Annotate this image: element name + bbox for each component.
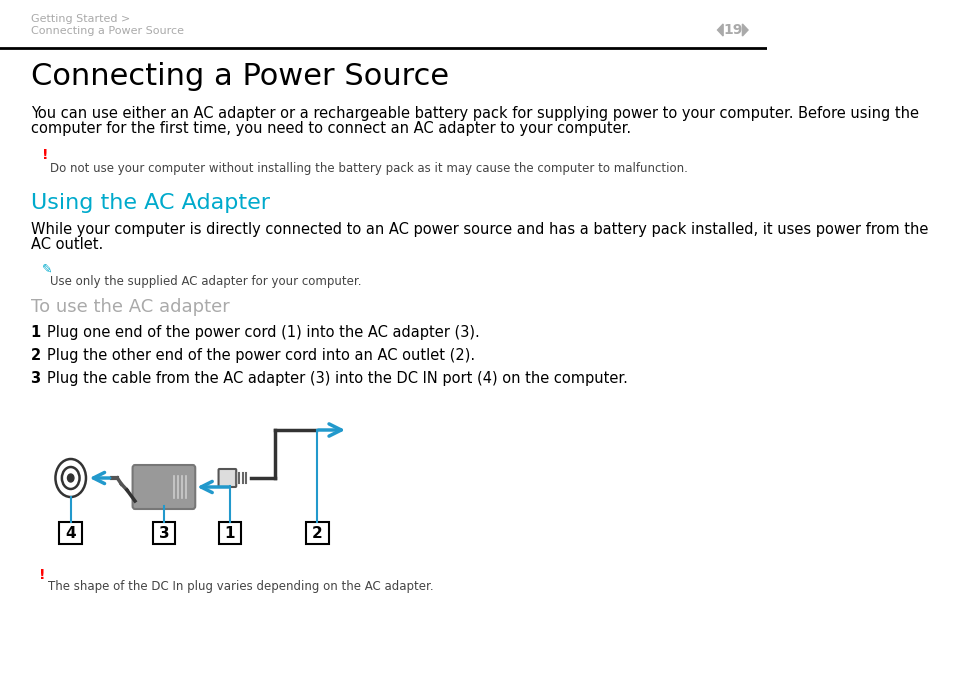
Text: Connecting a Power Source: Connecting a Power Source [30, 62, 448, 91]
Text: !: ! [42, 148, 49, 162]
Text: 3: 3 [158, 526, 169, 541]
Text: 2: 2 [30, 348, 41, 363]
FancyBboxPatch shape [152, 522, 175, 544]
Text: Plug the other end of the power cord into an AC outlet (2).: Plug the other end of the power cord int… [47, 348, 475, 363]
Text: !: ! [38, 568, 45, 582]
Text: You can use either an AC adapter or a rechargeable battery pack for supplying po: You can use either an AC adapter or a re… [30, 106, 918, 121]
Text: 4: 4 [66, 526, 76, 541]
Text: Plug the cable from the AC adapter (3) into the DC IN port (4) on the computer.: Plug the cable from the AC adapter (3) i… [47, 371, 627, 386]
Text: Use only the supplied AC adapter for your computer.: Use only the supplied AC adapter for you… [50, 275, 361, 288]
Text: 19: 19 [722, 23, 741, 37]
Text: 3: 3 [30, 371, 41, 386]
Text: AC outlet.: AC outlet. [30, 237, 103, 252]
Text: Using the AC Adapter: Using the AC Adapter [30, 193, 270, 213]
Text: To use the AC adapter: To use the AC adapter [30, 298, 229, 316]
FancyBboxPatch shape [218, 469, 236, 487]
FancyBboxPatch shape [132, 465, 195, 509]
Text: Plug one end of the power cord (1) into the AC adapter (3).: Plug one end of the power cord (1) into … [47, 325, 478, 340]
FancyBboxPatch shape [306, 522, 328, 544]
Text: 2: 2 [312, 526, 322, 541]
Text: ✎: ✎ [42, 263, 52, 276]
Polygon shape [717, 24, 722, 36]
Text: While your computer is directly connected to an AC power source and has a batter: While your computer is directly connecte… [30, 222, 927, 237]
Text: Do not use your computer without installing the battery pack as it may cause the: Do not use your computer without install… [50, 162, 687, 175]
Polygon shape [741, 24, 747, 36]
FancyBboxPatch shape [59, 522, 82, 544]
Text: Getting Started >: Getting Started > [30, 14, 130, 24]
Text: 1: 1 [224, 526, 234, 541]
Text: 1: 1 [30, 325, 41, 340]
Text: computer for the first time, you need to connect an AC adapter to your computer.: computer for the first time, you need to… [30, 121, 630, 136]
FancyBboxPatch shape [218, 522, 241, 544]
Text: Connecting a Power Source: Connecting a Power Source [30, 26, 183, 36]
Text: The shape of the DC In plug varies depending on the AC adapter.: The shape of the DC In plug varies depen… [49, 580, 434, 593]
Circle shape [68, 474, 73, 482]
